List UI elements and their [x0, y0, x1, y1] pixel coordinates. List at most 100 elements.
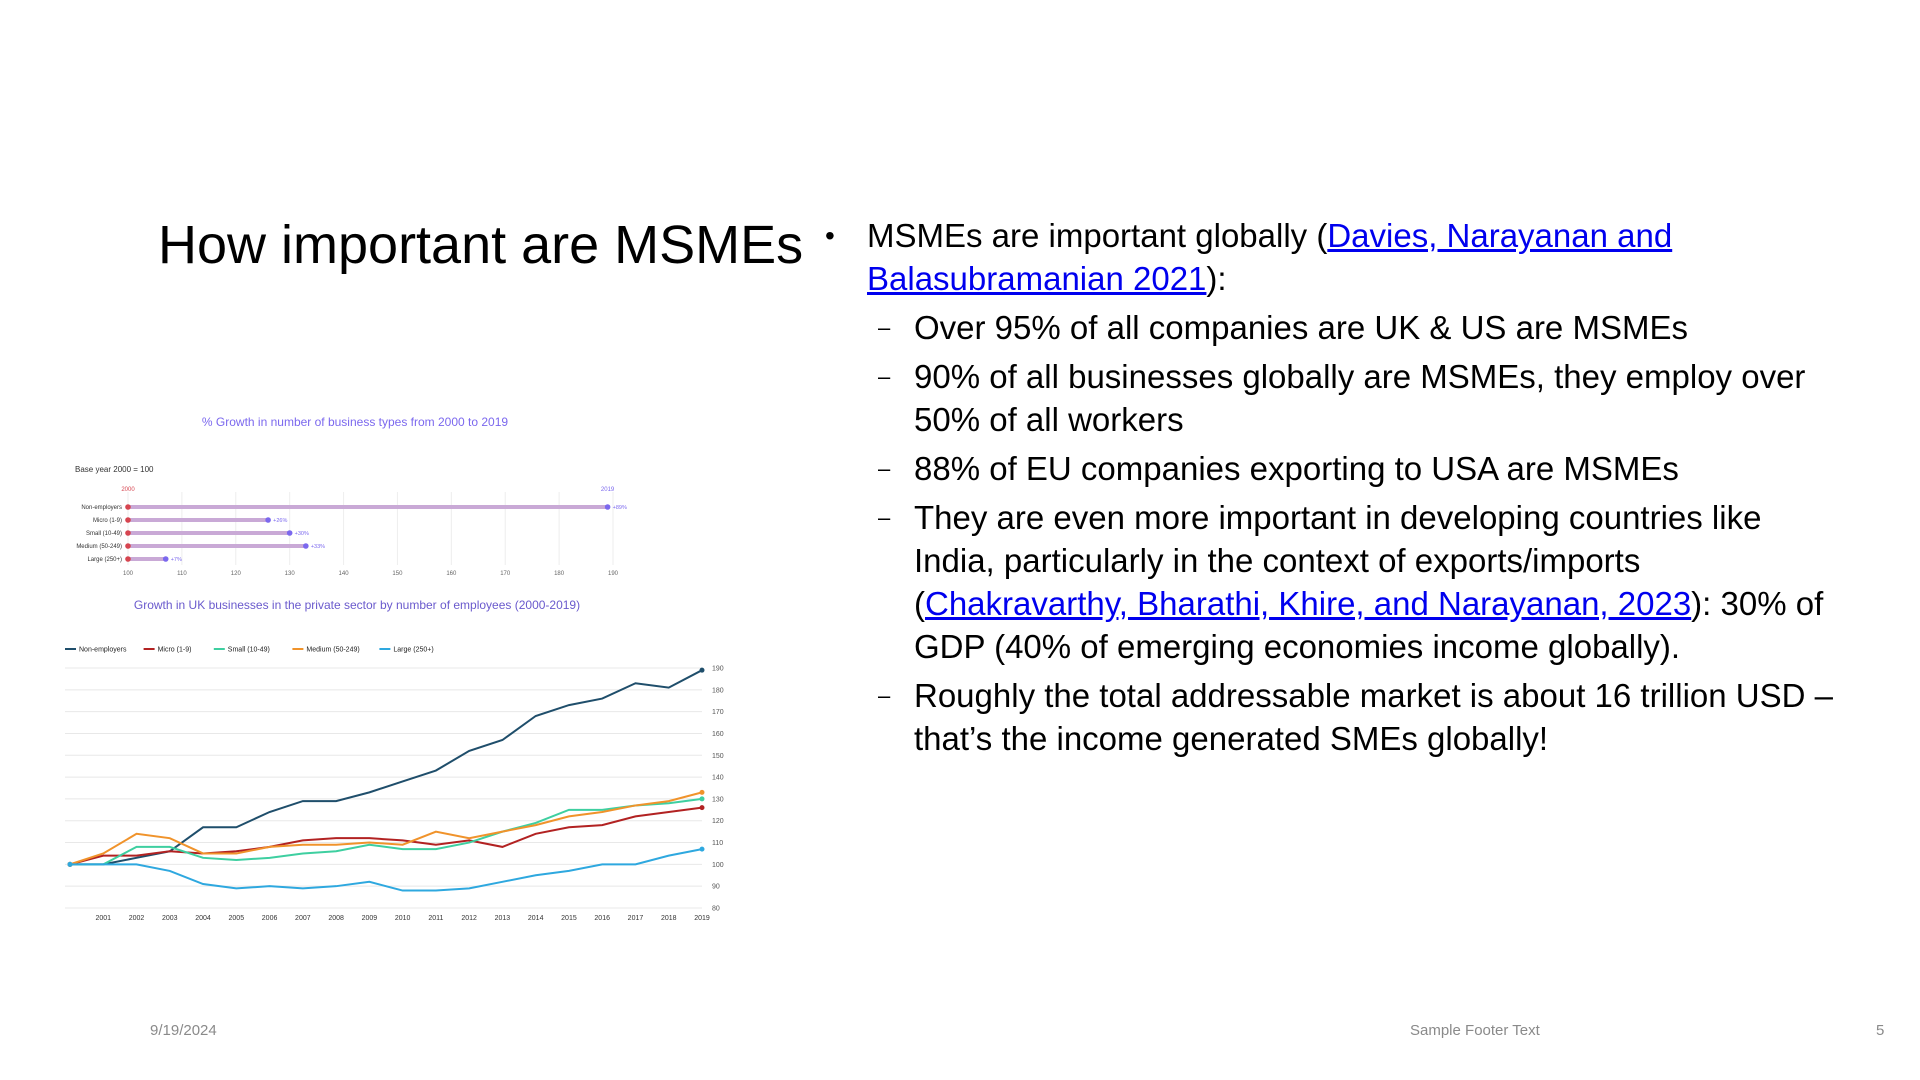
dumbbell-x-tick-label: 170 — [500, 571, 511, 577]
dumbbell-end-dot — [303, 543, 309, 549]
list-item-text: Roughly the total addressable market is … — [914, 677, 1833, 757]
dumbbell-x-tick-label: 150 — [392, 571, 403, 577]
y-tick-label: 130 — [712, 796, 724, 803]
list-item-text: Over 95% of all companies are UK & US ar… — [914, 309, 1688, 346]
series-line — [70, 848, 703, 892]
dumbbell-category-label: Medium (50-249) — [76, 544, 122, 550]
dumbbell-category-label: Non-employers — [81, 505, 122, 511]
charts-image: % Growth in number of business types fro… — [65, 415, 724, 923]
x-tick-label: 2017 — [628, 915, 644, 922]
series-end-point — [699, 667, 705, 673]
dumbbell-marks: Non-employers +89% Micro (1-9) +26% Small (1… — [76, 504, 627, 563]
citation-link-chakravarthy[interactable]: Chakravarthy, Bharathi, Khire, and Naray… — [925, 585, 1692, 622]
x-tick-label: 2010 — [395, 915, 411, 922]
dumbbell-x-axis: 100 110 120 130 140 150 160 170 180 190 2000 2019 — [121, 487, 618, 577]
y-tick-label: 180 — [712, 687, 724, 694]
series-line — [70, 797, 703, 866]
dumbbell-end-dot — [265, 517, 271, 523]
legend-entry: Large (250+) — [393, 647, 433, 654]
dumbbell-end-dot — [604, 504, 611, 510]
line-chart-title: Growth in UK businesses in the private s… — [134, 598, 580, 612]
dumbbell-x-tick-label: 130 — [285, 571, 296, 577]
footer-text: Sample Footer Text — [1410, 1022, 1540, 1039]
dumbbell-x-tick-label: 110 — [177, 571, 187, 577]
y-tick-label: 190 — [712, 666, 724, 673]
base-year-note: Base year 2000 = 100 — [75, 465, 154, 474]
footer-date: 9/19/2024 — [150, 1022, 217, 1039]
main-bullet: • MSMEs are important globally (Davies, … — [825, 214, 1835, 300]
line-chart-series — [67, 667, 705, 892]
slide-title: How important are MSMEs — [158, 215, 804, 275]
series-line — [69, 791, 703, 866]
dumbbell-end-dot — [286, 530, 293, 536]
intro-end: ): — [1206, 260, 1227, 297]
y-tick-label: 110 — [712, 840, 723, 847]
y-tick-label: 100 — [712, 862, 724, 869]
list-item-text-pre: They are even more important in developi… — [914, 499, 1762, 622]
legend-entry: Medium (50-249) — [306, 647, 359, 654]
page-number: 5 — [1876, 1022, 1885, 1039]
x-tick-label: 2013 — [495, 915, 511, 922]
y-tick-label: 120 — [712, 818, 724, 825]
y-tick-label: 160 — [712, 731, 724, 738]
y-tick-label: 150 — [712, 753, 724, 760]
dumbbell-end-label: 2019 — [601, 487, 615, 493]
list-item: – They are even more important in develo… — [878, 496, 1835, 668]
dumbbell-x-tick-label: 190 — [608, 571, 619, 577]
dumbbell-category-label: Small (10-49) — [86, 531, 122, 537]
dumbbell-start-dot — [125, 517, 131, 523]
legend-entry: Small (10-49) — [228, 647, 270, 654]
dumbbell-data-label: +89% — [613, 505, 627, 511]
x-tick-label: 2016 — [594, 915, 610, 922]
x-tick-label: 2002 — [129, 915, 145, 922]
x-tick-label: 2008 — [328, 915, 344, 922]
x-tick-label: 2003 — [162, 915, 178, 922]
dumbbell-data-label: +33% — [311, 544, 325, 550]
dash-icon: – — [878, 505, 891, 530]
x-tick-label: 2019 — [694, 915, 710, 922]
series-end-point — [699, 846, 705, 852]
y-tick-label: 140 — [712, 775, 724, 782]
legend-entry: Micro (1-9) — [158, 647, 192, 654]
dumbbell-gridlines — [127, 492, 614, 565]
growth-figure: % Growth in number of business types fro… — [60, 400, 725, 935]
x-tick-label: 2006 — [262, 915, 278, 922]
y-tick-label: 170 — [712, 709, 724, 716]
dumbbell-start-dot — [125, 556, 131, 562]
dumbbell-start-dot — [125, 530, 131, 536]
content-body: • MSMEs are important globally (Davies, … — [825, 214, 1835, 766]
intro-text: MSMEs are important globally ( — [867, 217, 1328, 254]
dumbbell-data-label: +30% — [295, 531, 309, 537]
series-line — [70, 669, 703, 866]
y-tick-label: 90 — [712, 884, 720, 891]
legend-entry: Non-employers — [79, 647, 127, 654]
bullet-icon: • — [825, 220, 835, 251]
dumbbell-category-label: Micro (1-9) — [93, 518, 122, 524]
dumbbell-x-tick-label: 180 — [554, 571, 565, 577]
list-item-text-post: ): 30% of GDP (40% of emerging economies… — [914, 585, 1824, 665]
line-chart-axes: 80 90 100 110 120 130 140 150 160 170 180 190 2001 20… — [95, 666, 723, 923]
dumbbell-chart-title: % Growth in number of business types fro… — [202, 415, 508, 429]
line-chart-legend: Non-employers Micro (1-9) Small (10-49) Med… — [65, 647, 434, 654]
dumbbell-data-label: +7% — [171, 557, 182, 563]
series-end-point — [699, 789, 705, 795]
dumbbell-x-tick-label: 140 — [339, 571, 350, 577]
dash-icon: – — [878, 364, 891, 389]
x-tick-label: 2014 — [528, 915, 544, 922]
list-item: – Roughly the total addressable market i… — [878, 674, 1835, 760]
sub-bullet-list: – Over 95% of all companies are UK & US … — [825, 306, 1835, 760]
dumbbell-data-label: +26% — [273, 518, 287, 524]
list-item-text: 90% of all businesses globally are MSMEs… — [914, 358, 1806, 438]
dumbbell-end-dot — [162, 556, 169, 562]
list-item: – Over 95% of all companies are UK & US … — [878, 306, 1835, 349]
list-item: – 90% of all businesses globally are MSM… — [878, 355, 1835, 441]
citation-link-davies[interactable]: Davies, Narayanan and Balasubramanian 20… — [867, 217, 1673, 297]
series-end-point — [699, 805, 705, 811]
x-tick-label: 2015 — [561, 915, 577, 922]
x-tick-label: 2009 — [362, 915, 378, 922]
x-tick-label: 2012 — [461, 915, 477, 922]
dumbbell-x-tick-label: 100 — [123, 571, 134, 577]
series-line — [69, 806, 703, 866]
x-tick-label: 2005 — [229, 915, 245, 922]
y-tick-label: 80 — [712, 906, 720, 913]
